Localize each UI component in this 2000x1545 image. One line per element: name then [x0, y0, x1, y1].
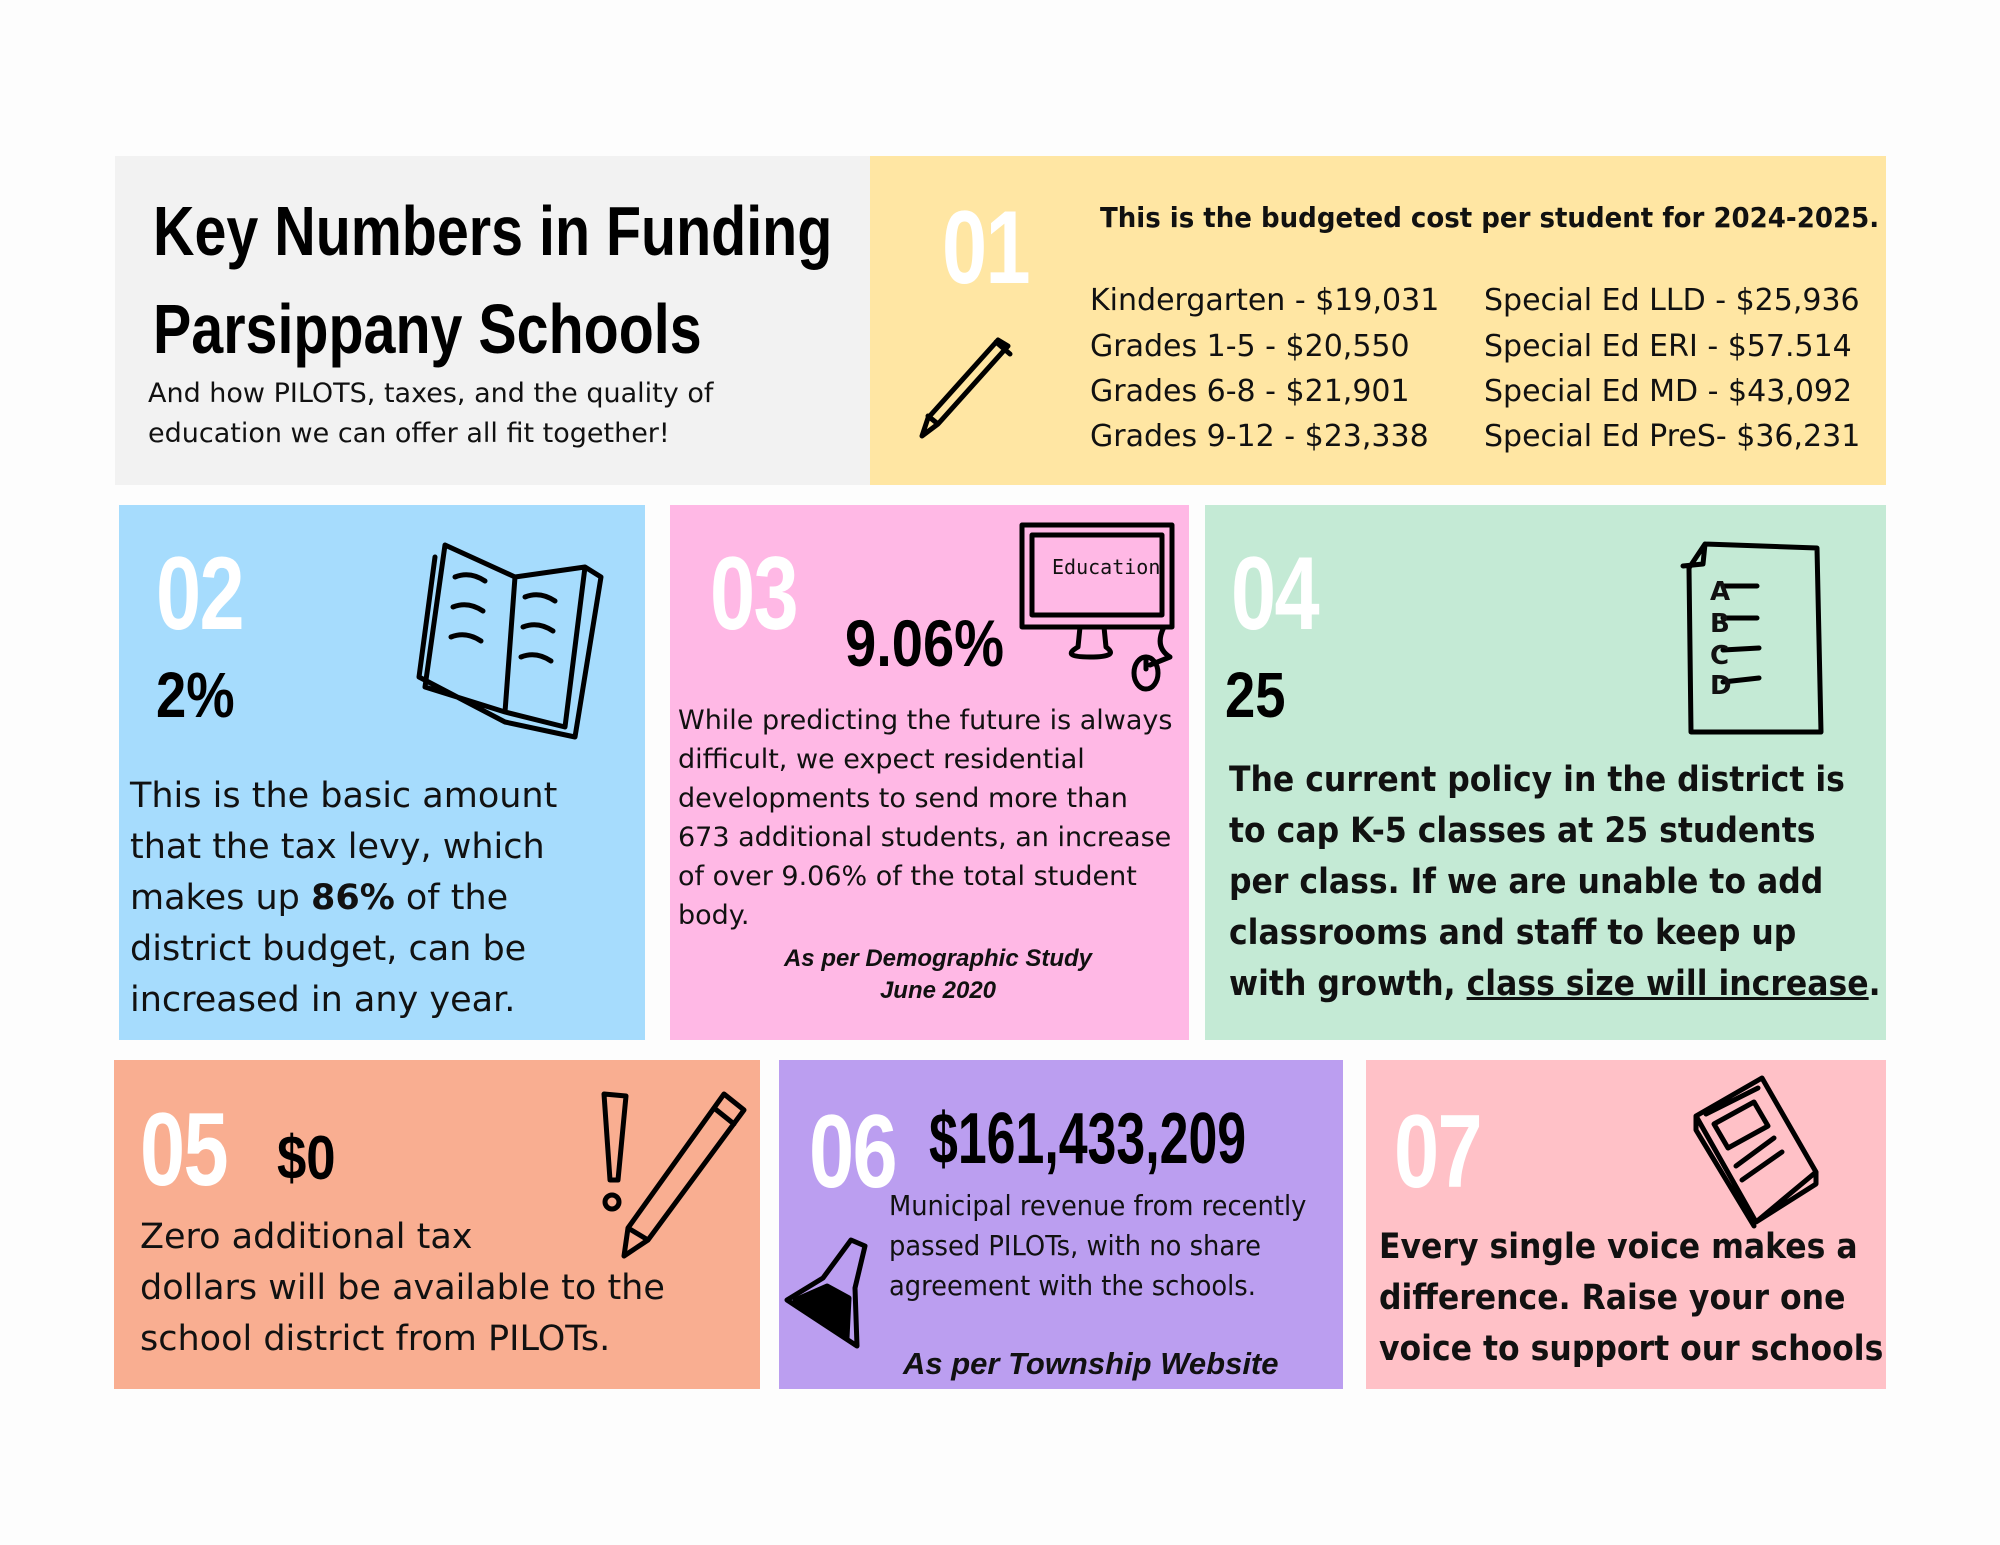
pencil-exclamation-icon — [601, 1091, 747, 1259]
card-text: per class. If we are unable to add — [1229, 862, 1824, 902]
card-text: passed PILOTs, with no share — [889, 1229, 1262, 1262]
cost-item: Special Ed ERI - $57.514 — [1484, 329, 1852, 364]
card-text: body. — [678, 900, 750, 931]
card-number: 01 — [942, 190, 1031, 306]
card-stat: $161,433,209 — [929, 1099, 1247, 1179]
card-02: 02 2% This is the basic amount that the … — [119, 505, 645, 1040]
cost-item: Special Ed MD - $43,092 — [1484, 374, 1853, 409]
cost-item: Special Ed LLD - $25,936 — [1484, 283, 1860, 318]
card-01: 01 This is the budgeted cost per student… — [870, 156, 1886, 485]
text: makes up — [130, 878, 311, 918]
card-text: 673 additional students, an increase — [678, 822, 1172, 853]
card-07: 07 Every single voice makes a difference… — [1366, 1060, 1886, 1389]
open-book-icon — [416, 542, 604, 740]
card-04: 04 25 A B C D The current policy in the … — [1205, 505, 1886, 1040]
card-text: school district from PILOTs. — [140, 1319, 611, 1359]
card-text: increased in any year. — [130, 980, 516, 1020]
card-text: makes up 86% of the — [130, 881, 508, 916]
card-stat: 9.06% — [845, 606, 1005, 680]
abcd-checklist-icon — [1680, 541, 1824, 735]
card-number: 03 — [710, 536, 799, 652]
page-title-line1: Key Numbers in Funding — [153, 192, 833, 270]
subtitle-line: education we can offer all fit together! — [148, 418, 670, 449]
card-stat: $0 — [277, 1124, 336, 1193]
subtitle-line: And how PILOTS, taxes, and the quality o… — [148, 378, 714, 409]
computer-icon — [1019, 522, 1175, 692]
card-text: of over 9.06% of the total student — [678, 861, 1137, 892]
cost-item: Special Ed PreS- $36,231 — [1484, 419, 1861, 454]
citation: As per Demographic Study — [783, 945, 1093, 972]
checklist-letter: A — [1710, 577, 1731, 607]
card-text: classrooms and staff to keep up — [1229, 913, 1797, 953]
card-text: This is the basic amount — [130, 776, 558, 816]
card-number: 05 — [140, 1092, 229, 1208]
cost-item: Kindergarten - $19,031 — [1090, 283, 1440, 318]
card-text: difficult, we expect residential — [678, 744, 1085, 775]
checklist-letter: D — [1710, 671, 1732, 701]
text: . — [1868, 964, 1881, 1004]
card-text: Zero additional tax — [140, 1217, 473, 1257]
card-06: 06 $161,433,209 Municipal revenue from r… — [779, 1060, 1343, 1389]
text: with growth, — [1229, 964, 1467, 1004]
card-number: 06 — [809, 1094, 898, 1210]
card-text: developments to send more than — [678, 783, 1128, 814]
card-stat: 2% — [156, 659, 235, 731]
levy-percent: 86% — [310, 878, 395, 918]
cost-item: Grades 9-12 - $23,338 — [1090, 419, 1429, 454]
text: of the — [394, 878, 509, 918]
card-text: Every single voice makes a — [1379, 1227, 1858, 1267]
card-text: to cap K-5 classes at 25 students — [1229, 811, 1816, 851]
checklist-letter: C — [1710, 641, 1730, 671]
card-text: with growth, class size will increase. — [1229, 967, 1881, 1002]
card-text: While predicting the future is always — [678, 705, 1173, 736]
card-text: district budget, can be — [130, 929, 527, 969]
computer-screen-text: Education — [1052, 555, 1161, 579]
card-05: 05 $0 Zero additional tax dollars will b… — [114, 1060, 760, 1389]
card-number: 02 — [156, 536, 245, 652]
emphasis-underline: class size will increase — [1466, 964, 1869, 1004]
cost-item: Grades 1-5 - $20,550 — [1090, 329, 1410, 364]
card-number: 07 — [1394, 1094, 1483, 1210]
card-text: voice to support our schools — [1379, 1329, 1884, 1369]
citation: June 2020 — [879, 977, 997, 1004]
card-text: dollars will be available to the — [140, 1268, 665, 1308]
card-heading: This is the budgeted cost per student fo… — [1100, 201, 1880, 234]
card-text: difference. Raise your one — [1379, 1278, 1846, 1318]
citation: As per Township Website — [903, 1346, 1279, 1381]
closed-book-icon — [1693, 1075, 1819, 1229]
title-panel: Key Numbers in Funding Parsippany School… — [115, 156, 872, 485]
card-text: that the tax levy, which — [130, 827, 545, 867]
flask-icon — [784, 1237, 868, 1349]
checklist-letter: B — [1710, 609, 1730, 639]
card-text: Municipal revenue from recently — [889, 1189, 1307, 1222]
page-title-line2: Parsippany Schools — [153, 290, 702, 368]
cost-item: Grades 6-8 - $21,901 — [1090, 374, 1410, 409]
card-03: 03 9.06% Education While predicting the … — [670, 505, 1189, 1040]
card-stat: 25 — [1225, 659, 1286, 731]
card-text: The current policy in the district is — [1229, 760, 1845, 800]
pen-icon — [919, 337, 1013, 439]
card-text: agreement with the schools. — [889, 1269, 1256, 1302]
card-number: 04 — [1231, 536, 1320, 652]
